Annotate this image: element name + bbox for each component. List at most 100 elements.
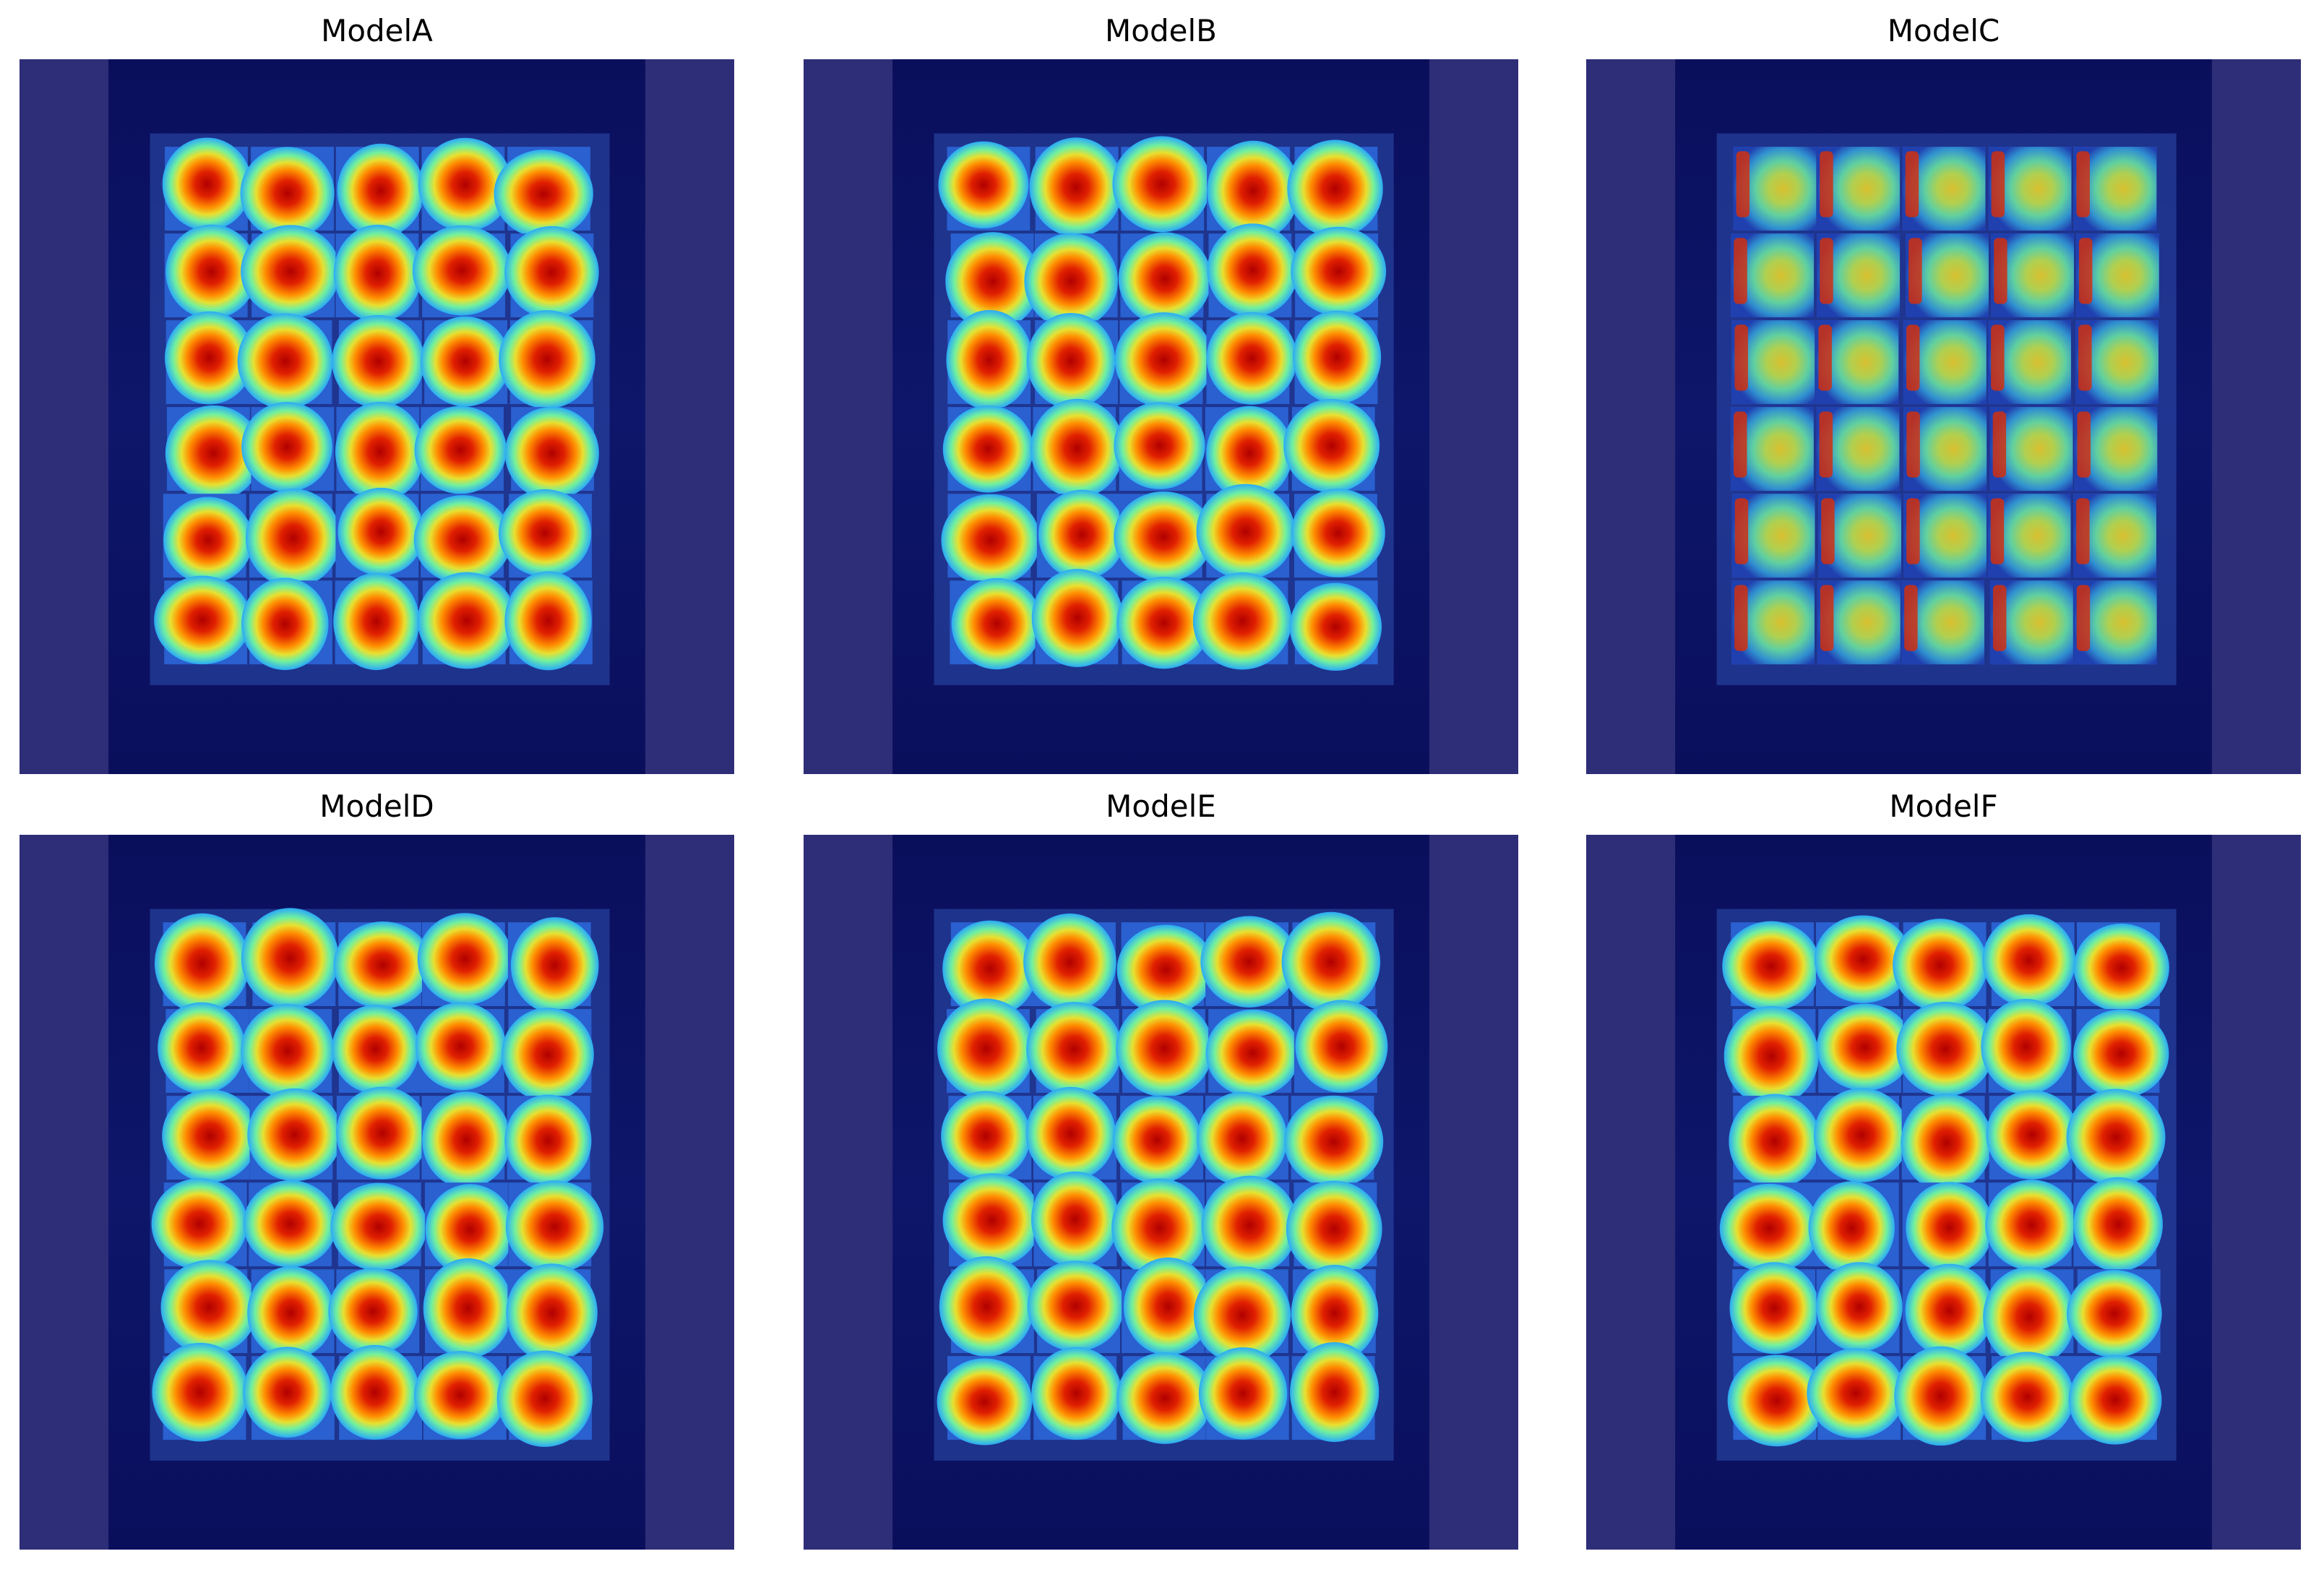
edge-heat	[1905, 151, 1919, 218]
cell-heat	[1291, 226, 1387, 317]
cell-heat	[243, 1180, 337, 1268]
cell-heat	[1719, 1183, 1820, 1274]
cell-heat	[1116, 1000, 1213, 1097]
cell-heat	[332, 314, 425, 408]
edge-heat	[2076, 498, 2090, 564]
cell-heat	[423, 1258, 513, 1359]
cell-heat	[241, 908, 339, 1009]
cell-heat	[1284, 1095, 1384, 1188]
cell-heat	[1027, 1260, 1124, 1352]
cell-heat	[414, 405, 507, 494]
edge-heat	[1820, 585, 1834, 651]
cell-heat	[1894, 1346, 1988, 1446]
cell-heat	[158, 1002, 246, 1094]
edge-heat	[1991, 325, 2005, 391]
cell-heat	[1729, 1262, 1820, 1354]
cell-heat	[151, 1178, 248, 1270]
panel-title: ModelF	[1889, 789, 1998, 824]
cell-heat	[154, 913, 250, 1014]
cell-heat	[1906, 1182, 1994, 1274]
cell-heat	[2068, 1354, 2162, 1445]
panel-title: ModelB	[1105, 13, 1217, 48]
cell-heat	[241, 577, 329, 671]
panel-title: ModelD	[319, 789, 434, 824]
cell-heat	[162, 137, 252, 231]
cell-heat	[1981, 998, 2071, 1095]
cell-heat	[1291, 489, 1385, 577]
cell-heat	[494, 150, 593, 239]
cell-heat	[1112, 136, 1211, 233]
edge-heat	[1818, 325, 1832, 391]
cell-heat	[241, 1003, 335, 1099]
edge-heat	[1906, 498, 1920, 564]
cell-heat	[1112, 1096, 1202, 1184]
cell-heat	[1026, 312, 1116, 409]
cell-heat	[1111, 1178, 1208, 1278]
cell-heat	[2073, 923, 2169, 1012]
panel-title: ModelE	[1106, 789, 1216, 824]
cell-heat	[506, 1263, 598, 1362]
edge-heat	[1992, 585, 2007, 651]
panel-title: ModelC	[1887, 13, 2000, 48]
cell-heat	[2066, 1270, 2162, 1358]
heatmap-image	[20, 835, 734, 1550]
cell-heat	[941, 494, 1041, 587]
cell-heat	[1207, 140, 1300, 241]
cell-heat	[1893, 919, 1988, 1012]
cell-heat	[939, 1256, 1034, 1357]
cell-heat	[1905, 1263, 1994, 1357]
cell-heat	[415, 1002, 507, 1091]
edge-heat	[1990, 498, 2005, 564]
edge-heat	[1736, 151, 1750, 218]
cell-heat	[1029, 137, 1123, 237]
cell-heat	[1114, 312, 1213, 408]
edge-heat	[1819, 411, 1833, 478]
cell-heat	[504, 226, 599, 319]
cell-heat	[937, 1358, 1033, 1446]
cell-heat	[938, 141, 1029, 229]
cell-heat	[499, 489, 592, 577]
cell-heat	[941, 1091, 1030, 1182]
cell-heat	[504, 571, 592, 671]
cell-heat	[942, 920, 1038, 1018]
cell-heat	[1983, 1266, 2076, 1367]
cell-heat	[1196, 484, 1295, 580]
edge-heat	[1904, 585, 1918, 651]
cell-heat	[1807, 1348, 1905, 1438]
cell-heat	[165, 405, 262, 502]
cell-heat	[496, 1350, 593, 1447]
cell-heat	[420, 316, 510, 407]
cell-heat	[162, 1089, 259, 1183]
panel-title: ModelA	[321, 13, 433, 48]
heatmap-image	[1586, 59, 2301, 774]
cell-heat	[1985, 1180, 2078, 1271]
cell-heat	[1192, 572, 1292, 670]
edge-heat	[1821, 498, 1835, 564]
cell-heat	[425, 1184, 515, 1276]
cell-heat	[499, 310, 595, 409]
cell-heat	[412, 225, 512, 316]
cell-heat	[1207, 223, 1299, 317]
cell-heat	[330, 1182, 427, 1271]
cell-heat	[413, 495, 512, 585]
cell-heat	[247, 1088, 342, 1182]
heatmap-image	[804, 59, 1518, 774]
cell-heat	[1200, 916, 1298, 1008]
cell-heat	[1727, 1354, 1827, 1447]
cell-heat	[336, 1086, 429, 1180]
cell-heat	[1118, 232, 1212, 325]
cell-heat	[417, 913, 512, 1005]
cell-heat	[1287, 139, 1383, 238]
cell-heat	[246, 489, 341, 588]
cell-heat	[1293, 310, 1382, 404]
edge-heat	[1820, 151, 1833, 218]
cell-heat	[942, 1173, 1041, 1268]
cell-heat	[1031, 569, 1124, 667]
cell-heat	[1205, 1009, 1300, 1097]
cell-heat	[422, 1091, 511, 1189]
cell-heat	[1281, 911, 1381, 1013]
cell-heat	[330, 1344, 420, 1440]
cell-heat	[1123, 1257, 1213, 1356]
cell-heat	[333, 572, 420, 671]
